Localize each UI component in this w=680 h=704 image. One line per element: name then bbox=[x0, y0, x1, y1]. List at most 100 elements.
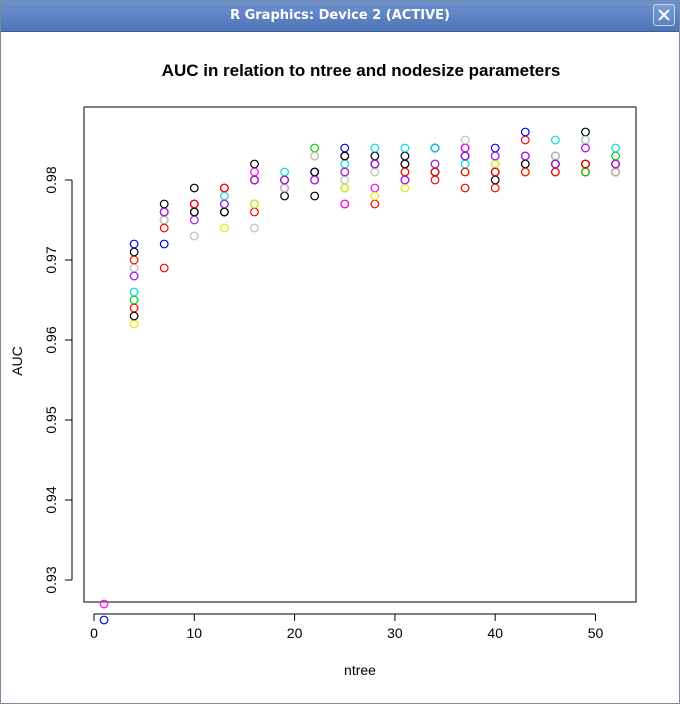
data-point bbox=[550, 159, 560, 169]
data-point bbox=[219, 191, 229, 201]
data-point bbox=[219, 199, 229, 209]
data-point bbox=[370, 199, 380, 209]
data-point bbox=[611, 167, 620, 177]
x-tick-label: 50 bbox=[588, 625, 604, 641]
y-tick-label: 0.97 bbox=[43, 246, 59, 273]
y-tick-label: 0.98 bbox=[43, 166, 59, 193]
data-points bbox=[99, 127, 620, 625]
data-point bbox=[159, 263, 169, 273]
data-point bbox=[310, 151, 320, 161]
data-point bbox=[99, 615, 109, 625]
data-point bbox=[340, 183, 350, 193]
x-tick-label: 30 bbox=[387, 625, 403, 641]
scatter-plot: AUC in relation to ntree and nodesize pa… bbox=[9, 61, 637, 678]
data-point bbox=[340, 199, 350, 209]
data-point bbox=[159, 215, 169, 225]
x-tick-label: 10 bbox=[187, 625, 203, 641]
data-point bbox=[581, 159, 590, 169]
plot-frame bbox=[83, 106, 637, 603]
data-point bbox=[340, 151, 350, 161]
data-point bbox=[340, 143, 350, 153]
data-point bbox=[280, 167, 289, 177]
data-point bbox=[460, 151, 470, 161]
data-point bbox=[280, 183, 289, 193]
data-point bbox=[219, 207, 229, 217]
data-point bbox=[520, 127, 530, 137]
data-point bbox=[460, 135, 470, 145]
data-point bbox=[581, 127, 590, 137]
data-point bbox=[611, 151, 620, 161]
data-point bbox=[370, 151, 380, 161]
data-point bbox=[129, 311, 139, 321]
y-tick-label: 0.94 bbox=[43, 486, 59, 513]
data-point bbox=[250, 167, 259, 177]
data-point bbox=[129, 287, 139, 297]
data-point bbox=[189, 199, 199, 209]
data-point bbox=[520, 167, 530, 177]
data-point bbox=[520, 151, 530, 161]
data-point bbox=[129, 247, 139, 257]
data-point bbox=[250, 223, 259, 233]
data-point bbox=[340, 159, 350, 169]
data-point bbox=[189, 183, 199, 193]
data-point bbox=[189, 231, 199, 241]
data-point bbox=[159, 223, 169, 233]
close-button[interactable] bbox=[653, 4, 675, 26]
data-point bbox=[490, 151, 500, 161]
title-bar[interactable]: R Graphics: Device 2 (ACTIVE) bbox=[1, 1, 679, 32]
data-point bbox=[400, 175, 410, 185]
data-point bbox=[520, 159, 530, 169]
data-point bbox=[550, 135, 560, 145]
x-tick-label: 0 bbox=[90, 625, 98, 641]
data-point bbox=[129, 271, 139, 281]
data-point bbox=[219, 223, 229, 233]
data-point bbox=[490, 143, 500, 153]
x-axis: 0 10 20 30 40 50 bbox=[90, 613, 604, 641]
data-point bbox=[310, 175, 320, 185]
y-axis: 0.93 0.94 0.95 0.96 0.97 0.98 bbox=[43, 166, 73, 594]
data-point bbox=[400, 143, 410, 153]
data-point bbox=[550, 167, 560, 177]
data-point bbox=[490, 175, 500, 185]
data-point bbox=[430, 159, 440, 169]
x-tick-label: 40 bbox=[487, 625, 503, 641]
data-point bbox=[460, 143, 470, 153]
data-point bbox=[340, 167, 350, 177]
data-point bbox=[550, 151, 560, 161]
data-point bbox=[189, 207, 199, 217]
x-axis-label: ntree bbox=[344, 662, 376, 678]
data-point bbox=[460, 167, 470, 177]
data-point bbox=[581, 135, 590, 145]
data-point bbox=[581, 167, 590, 177]
data-point bbox=[430, 175, 440, 185]
data-point bbox=[250, 199, 259, 209]
data-point bbox=[400, 151, 410, 161]
data-point bbox=[129, 295, 139, 305]
data-point bbox=[460, 183, 470, 193]
data-point bbox=[370, 159, 380, 169]
data-point bbox=[280, 191, 289, 201]
data-point bbox=[490, 183, 500, 193]
x-tick-label: 20 bbox=[287, 625, 303, 641]
data-point bbox=[370, 143, 380, 153]
data-point bbox=[250, 159, 259, 169]
data-point bbox=[310, 191, 320, 201]
data-point bbox=[189, 215, 199, 225]
data-point bbox=[159, 207, 169, 217]
window-title: R Graphics: Device 2 (ACTIVE) bbox=[230, 8, 450, 23]
chart-title: AUC in relation to ntree and nodesize pa… bbox=[162, 61, 561, 80]
data-point bbox=[159, 239, 169, 249]
data-point bbox=[490, 167, 500, 177]
data-point bbox=[490, 159, 500, 169]
data-point bbox=[460, 159, 470, 169]
data-point bbox=[219, 183, 229, 193]
data-point bbox=[129, 303, 139, 313]
data-point bbox=[129, 255, 139, 265]
y-axis-label: AUC bbox=[9, 346, 25, 376]
data-point bbox=[159, 199, 169, 209]
data-point bbox=[129, 263, 139, 273]
data-point bbox=[129, 239, 139, 249]
data-point bbox=[340, 175, 350, 185]
data-point bbox=[611, 143, 620, 153]
